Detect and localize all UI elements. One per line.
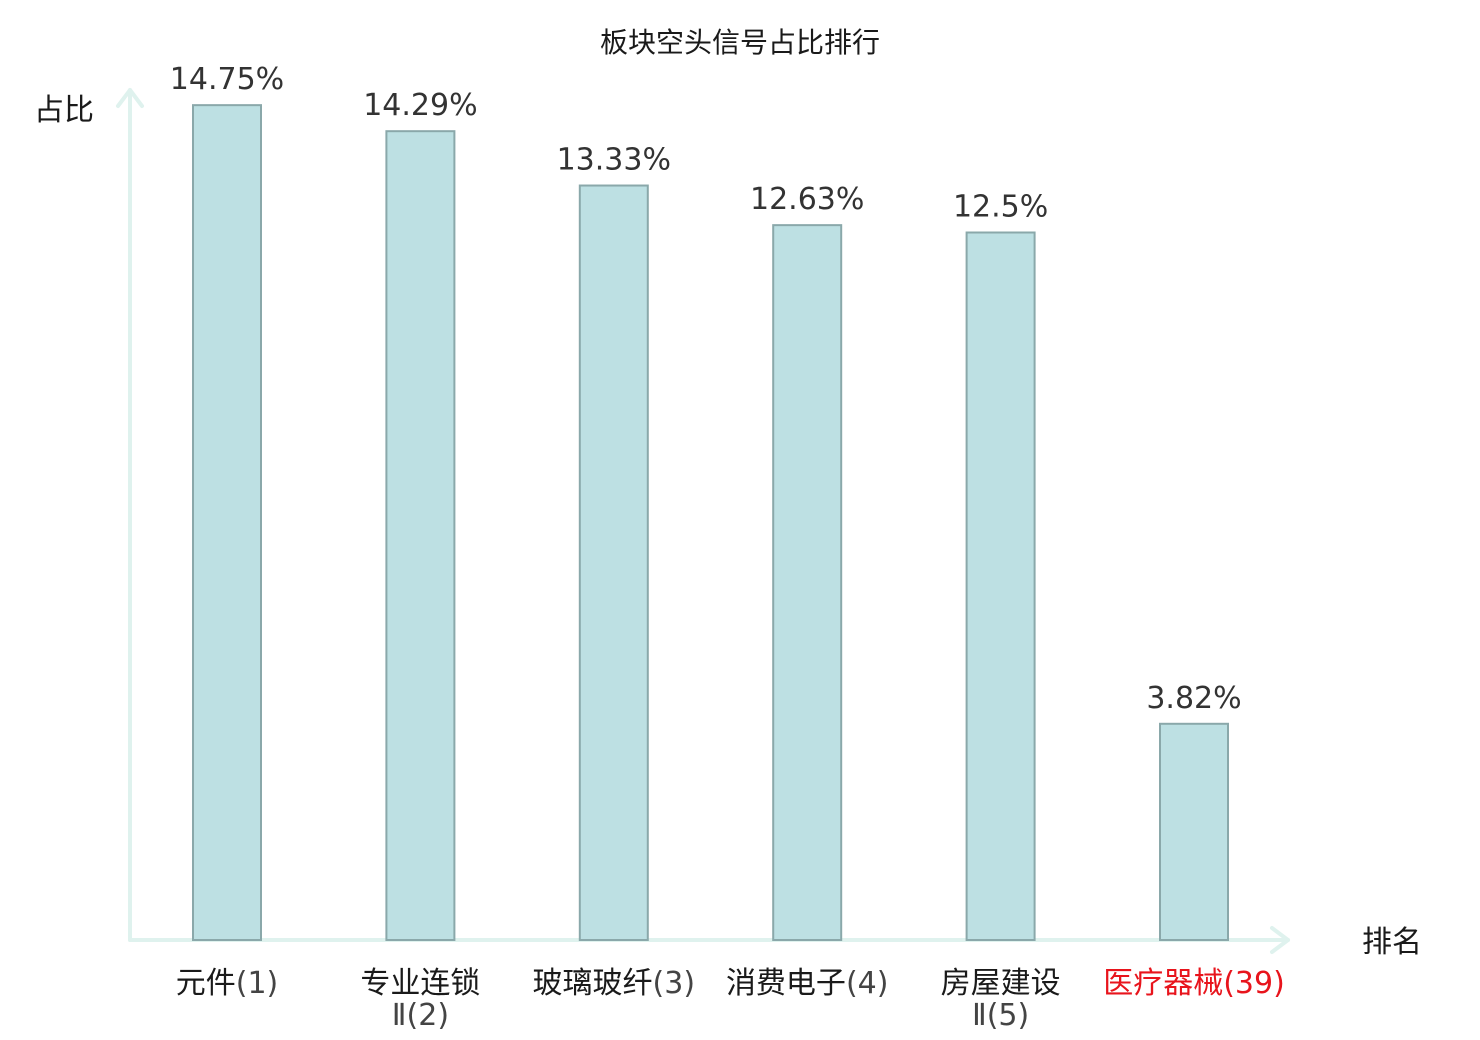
bar [772, 224, 843, 941]
bar [578, 184, 649, 942]
bar-value-label: 3.82% [1146, 681, 1241, 716]
x-axis-arrow [1270, 926, 1290, 954]
category-label: 专业连锁 [360, 966, 480, 1001]
category-label-line2: Ⅱ(5) [972, 998, 1029, 1033]
y-axis-label: 占比 [34, 93, 94, 128]
category-label: 医疗器械(39) [1103, 966, 1285, 1001]
category-label: 玻璃玻纤(3) [533, 966, 696, 1001]
bar-value-label: 14.29% [363, 88, 477, 123]
chart-title: 板块空头信号占比排行 [600, 26, 880, 59]
bar [192, 104, 262, 941]
category-label-line2: Ⅱ(2) [392, 998, 449, 1033]
bar [1159, 722, 1229, 942]
category-rank: (39) [1223, 966, 1285, 1001]
category-label: 元件(1) [176, 966, 279, 1001]
category-rank: (4) [846, 966, 889, 1001]
category-label: 房屋建设 [941, 966, 1061, 1001]
bar [965, 231, 1036, 941]
category-name: 医疗器械 [1103, 966, 1223, 1001]
bar-value-label: 14.75% [170, 62, 284, 97]
bar-value-label: 12.5% [953, 190, 1048, 225]
category-name: 专业连锁 [360, 966, 480, 1001]
y-axis-arrow [116, 88, 144, 108]
bar [385, 130, 456, 942]
category-rank: (3) [653, 966, 696, 1001]
category-rank: (1) [236, 966, 279, 1001]
category-name: 房屋建设 [941, 966, 1061, 1001]
bar-value-label: 13.33% [557, 143, 671, 178]
category-label: 消费电子(4) [726, 966, 889, 1001]
bar-value-label: 12.63% [750, 182, 864, 217]
category-name: 玻璃玻纤 [533, 966, 653, 1001]
category-name: 元件 [176, 966, 236, 1001]
x-axis-label: 排名 [1362, 925, 1422, 960]
category-name: 消费电子 [726, 966, 846, 1001]
